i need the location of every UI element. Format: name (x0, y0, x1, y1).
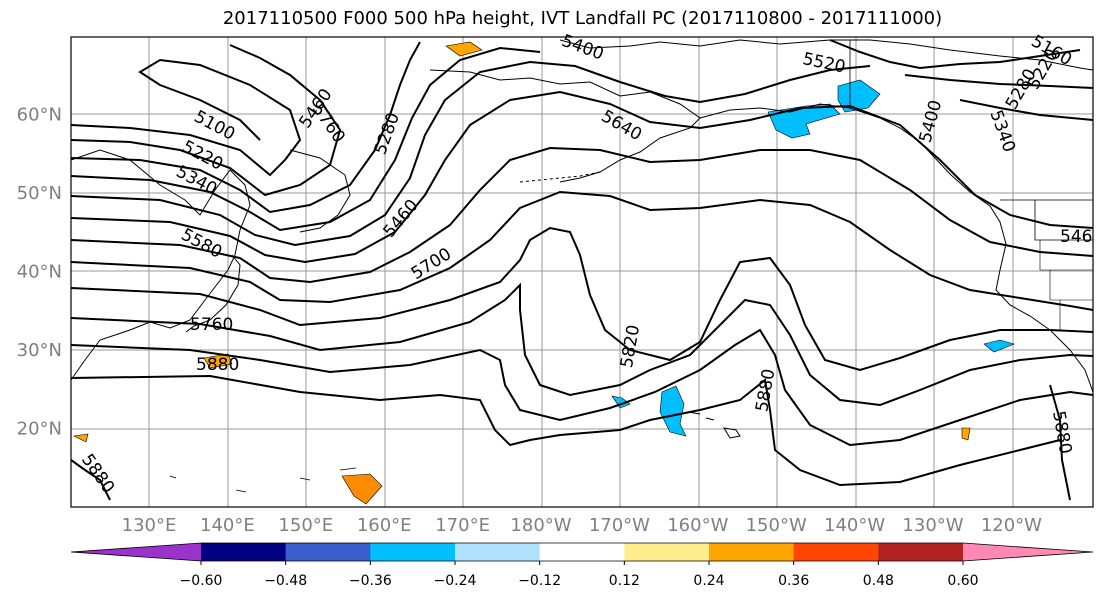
colorbar-tick-label: 0.60 (947, 573, 978, 589)
ivt-negative-area (983, 339, 1015, 353)
longitude-label: 140°W (824, 515, 885, 536)
latitude-label: 40°N (17, 262, 62, 283)
latitude-label: 20°N (17, 419, 62, 440)
contour-line (904, 74, 1094, 89)
aleutian-islands (519, 171, 601, 183)
contour-line (70, 90, 1094, 264)
longitude-label: 180°W (510, 515, 571, 536)
coastline-japan (185, 254, 241, 333)
colorbar-swatch (201, 543, 287, 561)
contour-line (70, 41, 421, 214)
latitude-label: 50°N (17, 183, 62, 204)
latitude-labels: 60°N 50°N 40°N 30°N 20°N (17, 105, 62, 440)
colorbar-tick-label: 0.36 (778, 573, 809, 589)
longitude-label: 160°E (357, 515, 412, 536)
coastline-asia (70, 149, 251, 381)
national-border (849, 40, 1093, 241)
longitude-label: 130°E (122, 515, 177, 536)
longitude-label: 130°W (902, 515, 963, 536)
contour-line (70, 58, 302, 177)
contour-line (959, 99, 1094, 121)
colorbar-swatch (878, 543, 964, 561)
contour-line (70, 374, 1061, 487)
colorbar (70, 542, 1094, 562)
longitude-label: 120°W (981, 515, 1042, 536)
colorbar-swatch (370, 543, 456, 561)
longitude-label: 150°W (746, 515, 807, 536)
longitude-label: 150°E (278, 515, 333, 536)
colorbar-swatch (793, 543, 879, 561)
map-title: 2017110500 F000 500 hPa height, IVT Land… (222, 8, 943, 29)
contour-line (70, 226, 1094, 372)
ivt-negative-area (659, 385, 687, 437)
colorbar-swatch (71, 543, 201, 561)
colorbar-swatch (285, 543, 371, 561)
ivt-negative-area (611, 395, 631, 409)
ivt-positive-area (961, 427, 971, 441)
longitude-label: 140°E (200, 515, 255, 536)
longitude-label: 160°W (667, 515, 728, 536)
colorbar-tick-label: −0.48 (264, 573, 307, 589)
map-frame (70, 36, 1094, 508)
contour-line (70, 146, 1094, 284)
coastline-kamchatka (289, 149, 351, 233)
contour-line (70, 328, 1094, 447)
colorbar-tick-label: −0.60 (180, 573, 223, 589)
colorbar-swatch (539, 543, 625, 561)
longitude-label: 170°E (435, 515, 490, 536)
colorbar-tick-label: −0.24 (434, 573, 477, 589)
ivt-positive-area (73, 433, 89, 443)
latitude-label: 60°N (17, 105, 62, 126)
longitude-labels: 130°E 140°E 150°E 160°E 170°E 180°W 170°W 160°W… (122, 515, 1043, 536)
contour-label: 5760 (190, 315, 233, 335)
contour-line (70, 60, 871, 247)
colorbar-tick-label: −0.36 (349, 573, 392, 589)
longitude-label: 170°W (589, 515, 650, 536)
contour-line (829, 39, 1081, 70)
ivt-positive-area (341, 473, 383, 505)
contour-label: 5880 (196, 355, 239, 375)
graticule (71, 37, 1093, 507)
colorbar-swatch (455, 543, 541, 561)
ivt-positive-area (203, 353, 233, 369)
ivt-positive-area (445, 41, 483, 57)
colorbar-tick-label: 0.12 (609, 573, 640, 589)
contour-line (70, 282, 1094, 407)
contour-line (70, 459, 111, 501)
colorbar-tick-label: 0.24 (693, 573, 724, 589)
latitude-label: 30°N (17, 340, 62, 361)
colorbar-tick-label: −0.12 (518, 573, 561, 589)
height-contours (70, 39, 1094, 501)
colorbar-swatch (963, 543, 1093, 561)
contour-line (70, 46, 541, 232)
contour-line (1049, 384, 1071, 501)
coastline-bering (429, 69, 701, 183)
contour-label: 546 (1060, 227, 1092, 247)
colorbar-tick-label: 0.48 (863, 573, 894, 589)
contour-line (70, 44, 342, 197)
colorbar-swatch (709, 543, 795, 561)
contour-line (70, 190, 1094, 311)
ivt-negative-area (837, 79, 881, 113)
colorbar-swatch (624, 543, 710, 561)
colorbar-tick-labels: −0.60 −0.48 −0.36 −0.24 −0.12 0.12 0.24 0.36 0.4… (180, 561, 979, 589)
pacific-islands (169, 467, 357, 493)
